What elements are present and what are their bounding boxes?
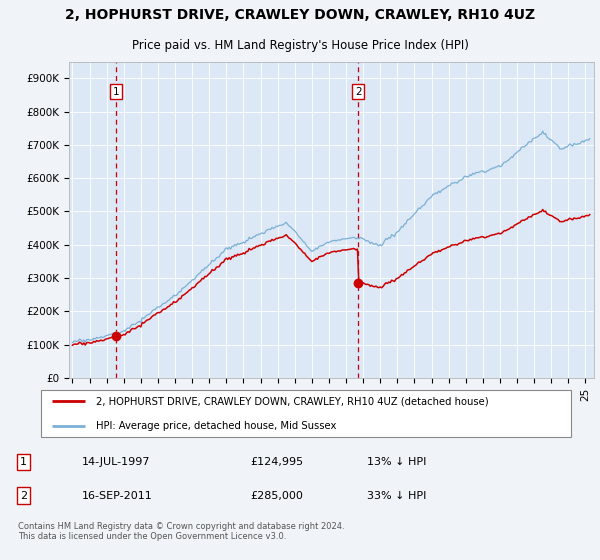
Text: 2, HOPHURST DRIVE, CRAWLEY DOWN, CRAWLEY, RH10 4UZ (detached house): 2, HOPHURST DRIVE, CRAWLEY DOWN, CRAWLEY… — [96, 396, 488, 407]
Text: 2, HOPHURST DRIVE, CRAWLEY DOWN, CRAWLEY, RH10 4UZ: 2, HOPHURST DRIVE, CRAWLEY DOWN, CRAWLEY… — [65, 8, 535, 22]
Text: 14-JUL-1997: 14-JUL-1997 — [82, 457, 150, 467]
Text: 2: 2 — [20, 491, 27, 501]
Text: 1: 1 — [113, 87, 119, 97]
Text: 2: 2 — [355, 87, 361, 97]
Text: Price paid vs. HM Land Registry's House Price Index (HPI): Price paid vs. HM Land Registry's House … — [131, 39, 469, 53]
FancyBboxPatch shape — [41, 390, 571, 437]
Text: £285,000: £285,000 — [250, 491, 304, 501]
Text: £124,995: £124,995 — [250, 457, 304, 467]
Text: Contains HM Land Registry data © Crown copyright and database right 2024.
This d: Contains HM Land Registry data © Crown c… — [18, 522, 344, 542]
Text: 16-SEP-2011: 16-SEP-2011 — [82, 491, 152, 501]
Text: HPI: Average price, detached house, Mid Sussex: HPI: Average price, detached house, Mid … — [96, 421, 337, 431]
Text: 33% ↓ HPI: 33% ↓ HPI — [367, 491, 426, 501]
Text: 13% ↓ HPI: 13% ↓ HPI — [367, 457, 426, 467]
Text: 1: 1 — [20, 457, 27, 467]
